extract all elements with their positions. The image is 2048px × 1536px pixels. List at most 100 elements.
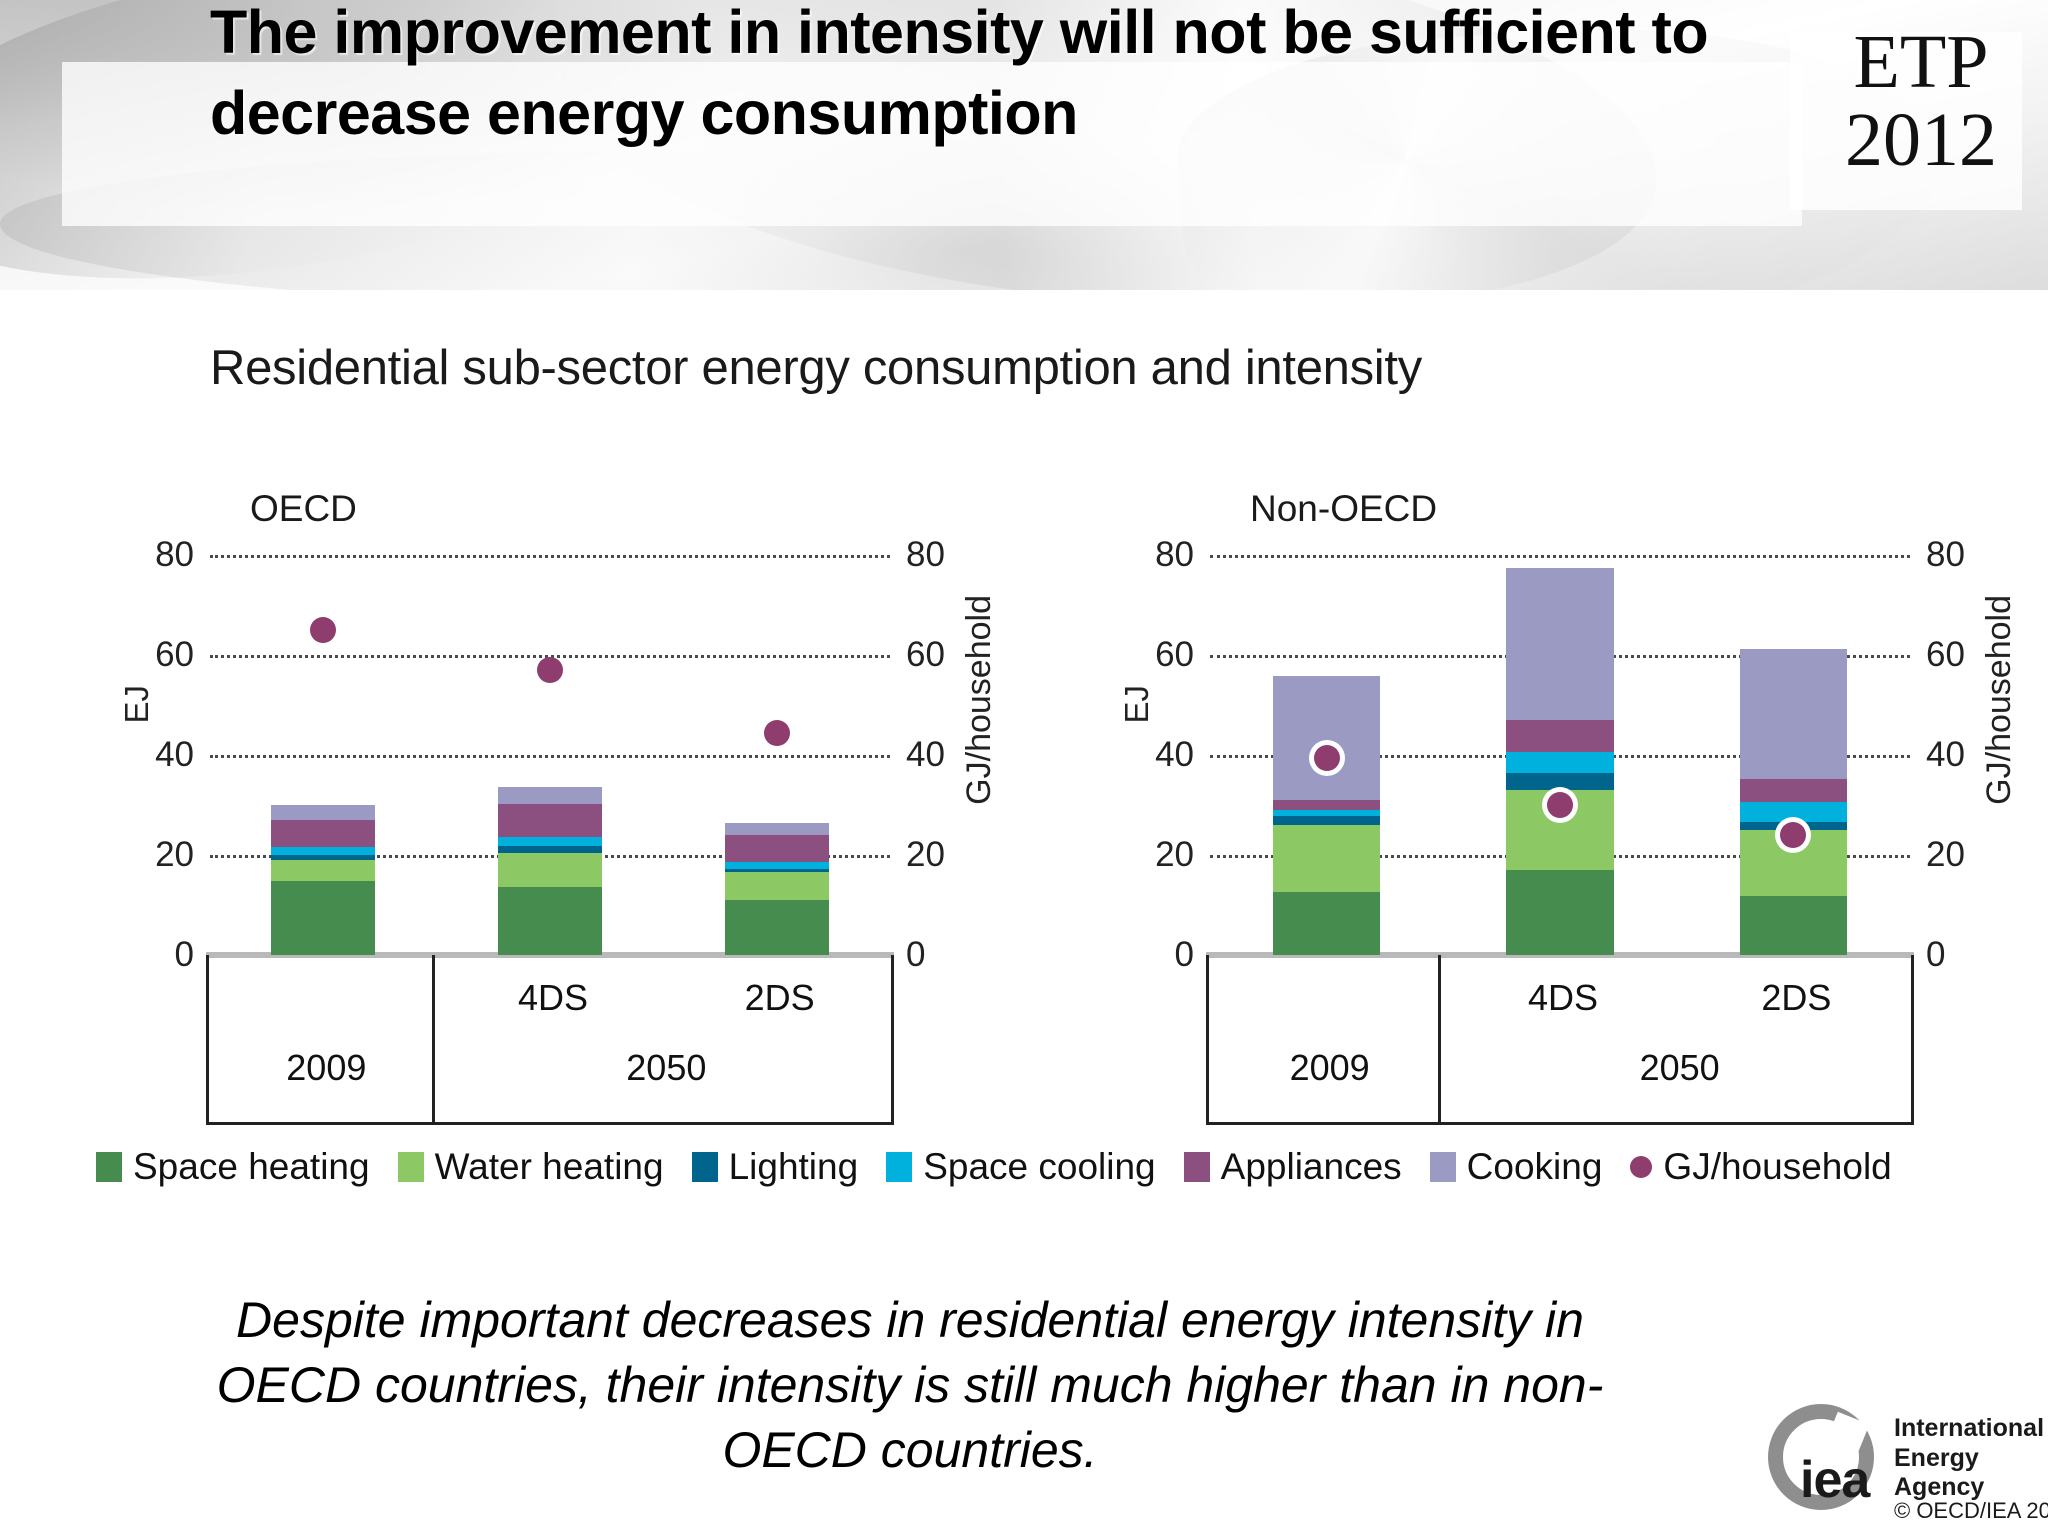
bar-segment[interactable] (1739, 779, 1847, 802)
legend-item: Appliances (1183, 1146, 1402, 1188)
bar-2009[interactable] (271, 805, 376, 955)
gridline (210, 755, 890, 758)
iea-org-name-line2: Energy Agency (1894, 1443, 1985, 1502)
axis-baseline (1206, 952, 1914, 958)
bar-2DS[interactable] (1739, 648, 1847, 955)
bar-segment[interactable] (1506, 719, 1614, 752)
chart-panel-title: Non-OECD (1250, 488, 1438, 529)
bar-segment[interactable] (1506, 773, 1614, 790)
scenario-label-4DS: 4DS (1527, 977, 1599, 1018)
legend-label: Cooking (1466, 1146, 1603, 1187)
category-frame: 4DS 2DS 2009 2050 (1206, 955, 1914, 1125)
bar-segment[interactable] (1273, 676, 1381, 800)
y-axis-tick-left: 80 (1155, 535, 1194, 574)
bar-segment[interactable] (1739, 648, 1847, 779)
chart-panel-title: OECD (250, 488, 357, 529)
bar-segment[interactable] (271, 820, 376, 847)
y-axis-tick-right: 20 (906, 835, 945, 874)
legend-label: Space heating (133, 1146, 370, 1187)
category-divider (431, 955, 435, 1122)
intensity-marker[interactable] (763, 719, 790, 746)
bar-segment[interactable] (724, 822, 829, 835)
bar-4DS[interactable] (497, 787, 603, 955)
bar-segment[interactable] (497, 787, 603, 804)
bar-segment[interactable] (271, 859, 376, 881)
legend-swatch-square (96, 1152, 122, 1182)
bar-segment[interactable] (1273, 810, 1381, 816)
bar-4DS[interactable] (1506, 567, 1614, 955)
scenario-label-2DS: 2DS (1761, 977, 1832, 1018)
chart-non-oecd: Non-OECD 0 0 20 20 40 40 60 60 80 80 EJ GJ/household… (1118, 480, 2018, 1180)
bar-2DS[interactable] (724, 822, 829, 955)
legend-item: Space heating (96, 1146, 370, 1188)
intensity-marker[interactable] (1780, 822, 1807, 848)
axis-baseline (206, 952, 894, 958)
bar-segment[interactable] (497, 852, 603, 887)
group-label-2009: 2009 (286, 1047, 367, 1088)
bar-segment[interactable] (724, 869, 829, 872)
bar-segment[interactable] (1506, 752, 1614, 773)
bar-segment[interactable] (271, 881, 376, 955)
bar-segment[interactable] (1506, 567, 1614, 720)
legend-item: GJ/household (1630, 1146, 1892, 1188)
bar-segment[interactable] (497, 845, 603, 853)
legend-item: Cooking (1429, 1146, 1603, 1188)
y-axis-tick-left: 20 (155, 835, 194, 874)
chart-legend: Space heating Water heating Lighting Space … (96, 1142, 1976, 1192)
y-axis-tick-left: 40 (1155, 735, 1194, 774)
intensity-marker[interactable] (1313, 744, 1340, 771)
bar-segment[interactable] (1273, 892, 1381, 955)
etp-logo: ETP 2012 (1806, 20, 2036, 182)
bar-segment[interactable] (724, 872, 829, 900)
slide-caption: Despite important decreases in residenti… (216, 1292, 1604, 1478)
intensity-marker[interactable] (310, 617, 337, 643)
legend-label: GJ/household (1663, 1146, 1892, 1187)
intensity-marker[interactable] (537, 657, 563, 683)
slide-title: The improvement in intensity will not be… (210, 0, 1709, 148)
bar-2009[interactable] (1273, 676, 1381, 955)
etp-logo-line1: ETP (1853, 20, 1989, 104)
etp-logo-line2: 2012 (1845, 97, 1997, 182)
legend-label: Water heating (434, 1146, 664, 1187)
bar-segment[interactable] (497, 836, 603, 846)
bar-segment[interactable] (271, 846, 376, 855)
y-axis-label: EJ (1118, 685, 1155, 724)
y-axis-tick-right: 80 (1926, 535, 1965, 574)
bar-segment[interactable] (724, 835, 829, 862)
bar-segment[interactable] (497, 804, 603, 837)
bar-segment[interactable] (1273, 824, 1381, 892)
scenario-label-4DS: 4DS (517, 977, 589, 1018)
legend-swatch-square (886, 1152, 913, 1182)
slide-subtitle: Residential sub-sector energy consumptio… (210, 341, 1422, 395)
y-axis-tick-left: 60 (155, 635, 194, 674)
legend-item: Space cooling (886, 1146, 1156, 1188)
legend-item: Lighting (691, 1146, 858, 1188)
y-axis-tick-right: 0 (906, 935, 926, 974)
bar-segment[interactable] (1273, 800, 1381, 810)
y-axis-tick-right: 40 (1926, 735, 1965, 774)
category-frame: 4DS 2DS 2009 2050 (206, 955, 894, 1125)
bar-segment[interactable] (1506, 870, 1614, 955)
category-divider (1438, 955, 1442, 1122)
y-axis-tick-left: 40 (155, 735, 194, 774)
y-axis-tick-right: 60 (1926, 635, 1965, 674)
chart-oecd: OECD 0 0 20 20 40 40 60 60 80 80 EJ GJ/household 4DS 2… (110, 480, 998, 1180)
bar-segment[interactable] (724, 862, 829, 869)
iea-org-name-line1: International (1894, 1414, 2045, 1442)
gridline (210, 655, 890, 658)
y2-axis-label: GJ/household (1980, 595, 2018, 805)
bar-segment[interactable] (497, 887, 603, 955)
group-label-2009: 2009 (1289, 1047, 1370, 1088)
bar-segment[interactable] (271, 805, 376, 820)
y-axis-label: EJ (118, 685, 155, 724)
bar-segment[interactable] (724, 900, 829, 955)
y-axis-tick-left: 60 (1155, 635, 1194, 674)
bar-segment[interactable] (1739, 802, 1847, 822)
intensity-marker[interactable] (1547, 792, 1573, 818)
y-axis-tick-right: 80 (906, 535, 945, 574)
iea-org-name: International Energy Agency (1894, 1414, 2044, 1503)
bar-segment[interactable] (1739, 896, 1847, 955)
bar-segment[interactable] (1273, 816, 1381, 825)
legend-swatch-square (691, 1152, 718, 1182)
bar-segment[interactable] (271, 855, 376, 860)
